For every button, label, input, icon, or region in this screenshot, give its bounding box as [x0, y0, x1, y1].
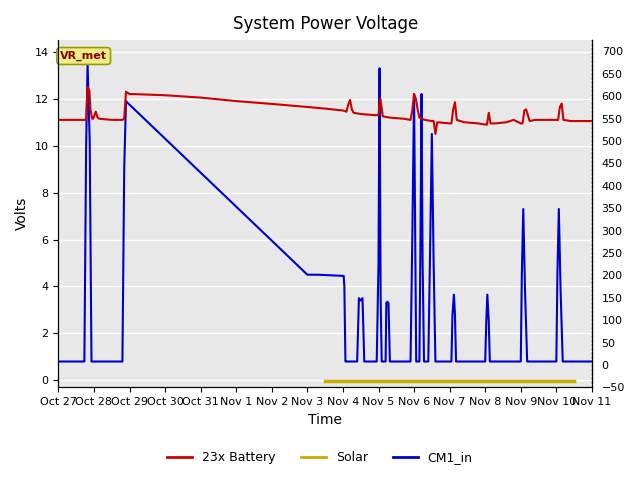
Y-axis label: Volts: Volts: [15, 197, 29, 230]
Title: System Power Voltage: System Power Voltage: [232, 15, 418, 33]
Text: VR_met: VR_met: [60, 51, 107, 61]
X-axis label: Time: Time: [308, 413, 342, 427]
Legend: 23x Battery, Solar, CM1_in: 23x Battery, Solar, CM1_in: [163, 446, 477, 469]
